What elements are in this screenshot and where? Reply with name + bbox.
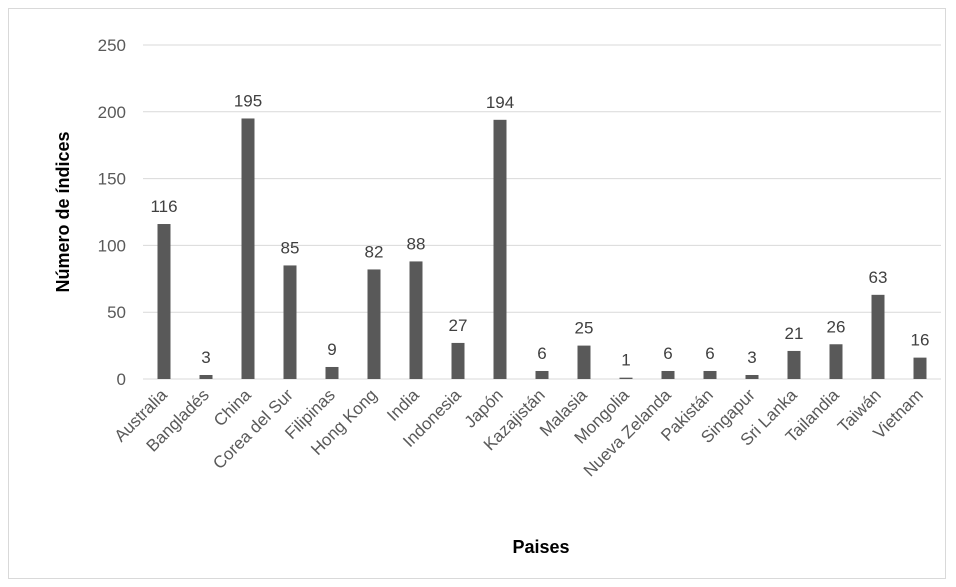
data-label: 3 — [747, 348, 756, 367]
data-label: 194 — [486, 93, 514, 112]
bar — [451, 342, 465, 379]
bar — [871, 294, 885, 379]
bar — [535, 370, 549, 379]
data-label: 82 — [365, 242, 384, 261]
data-label: 195 — [234, 91, 262, 110]
y-tick-label: 100 — [98, 236, 126, 255]
bar — [493, 119, 507, 379]
y-tick-label: 0 — [117, 370, 126, 389]
data-label: 21 — [785, 324, 804, 343]
bar — [703, 370, 717, 379]
bar — [325, 366, 339, 379]
gridlines — [143, 44, 941, 380]
data-label: 6 — [663, 344, 672, 363]
bar — [619, 377, 633, 379]
bar — [367, 269, 381, 379]
bar — [829, 344, 843, 379]
bar — [283, 265, 297, 379]
bar — [913, 357, 927, 379]
data-label: 85 — [281, 238, 300, 257]
data-label: 3 — [201, 348, 210, 367]
data-label: 116 — [150, 197, 177, 216]
y-tick-label: 250 — [98, 36, 126, 55]
bars — [157, 118, 927, 379]
y-axis-ticks: 0 50 100 150 200 250 — [98, 36, 126, 389]
data-label: 27 — [449, 316, 468, 335]
x-axis-title: Paises — [512, 537, 569, 557]
bar — [661, 370, 675, 379]
y-axis-title: Número de índices — [53, 131, 73, 292]
data-label: 6 — [705, 344, 714, 363]
data-label: 26 — [827, 317, 846, 336]
data-label: 9 — [327, 340, 336, 359]
bar — [409, 261, 423, 379]
data-label: 16 — [911, 331, 930, 350]
data-label: 63 — [869, 268, 888, 287]
y-tick-label: 50 — [107, 303, 126, 322]
data-label: 6 — [537, 344, 546, 363]
bar — [241, 118, 255, 379]
y-tick-label: 200 — [98, 103, 126, 122]
bar — [787, 350, 801, 379]
bar — [199, 374, 213, 379]
data-label: 25 — [575, 319, 594, 338]
data-label: 1 — [621, 351, 630, 370]
data-label: 88 — [407, 234, 426, 253]
bar — [577, 345, 591, 379]
bar — [157, 224, 171, 379]
y-tick-label: 150 — [98, 170, 126, 189]
bar — [745, 374, 759, 379]
